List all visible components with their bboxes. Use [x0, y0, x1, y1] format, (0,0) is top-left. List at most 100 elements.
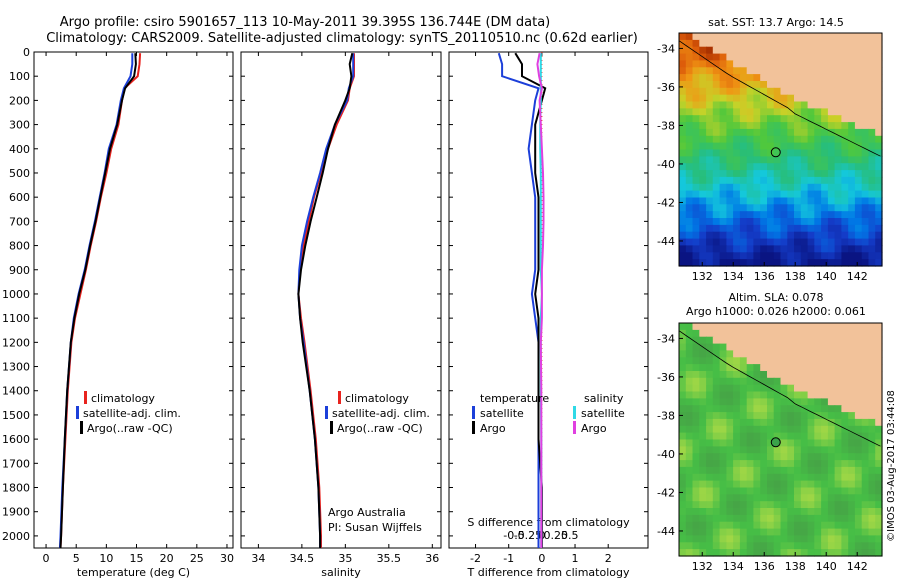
map-cell — [767, 425, 775, 434]
map-cell — [739, 170, 748, 178]
map-cell — [685, 224, 694, 233]
map-cell — [733, 245, 741, 253]
map-cell — [848, 149, 856, 157]
map-cell — [848, 218, 856, 226]
map-cell — [726, 231, 734, 240]
map-cell — [712, 128, 721, 137]
map-cell — [807, 60, 815, 68]
map-cell — [719, 259, 727, 267]
map-cell — [848, 94, 856, 103]
shelf-contour — [678, 40, 881, 157]
map-cell — [692, 122, 700, 130]
map-cell — [780, 535, 788, 543]
map-cell — [692, 238, 700, 247]
map-cell — [760, 371, 768, 379]
map-cell — [868, 81, 876, 89]
map-cell — [699, 81, 707, 89]
map-cell — [699, 197, 707, 205]
map-cell — [814, 108, 822, 116]
map-cell — [821, 453, 829, 461]
map-cell — [685, 501, 694, 509]
map-cell — [685, 259, 694, 267]
map-cell — [787, 163, 795, 171]
map-cell — [834, 460, 842, 468]
map-cell — [719, 53, 727, 62]
map-cell — [821, 108, 829, 116]
credit-line-2: PI: Susan Wijffels — [328, 521, 422, 534]
map-cell — [861, 521, 870, 530]
map-cell — [685, 425, 694, 434]
map-cell — [800, 357, 809, 365]
map-cell — [679, 480, 687, 489]
map-cell — [821, 473, 829, 482]
map-cell — [848, 204, 856, 212]
map-cell — [746, 74, 755, 82]
map-cell — [875, 391, 883, 399]
map-cell — [868, 176, 876, 185]
map-cell — [760, 224, 768, 233]
map-cell — [814, 542, 822, 550]
map-cell — [753, 204, 761, 212]
map-cell — [875, 135, 883, 144]
map-cell — [841, 204, 849, 212]
map-cell — [807, 156, 815, 164]
map-cell — [685, 336, 694, 345]
map-cell — [719, 521, 727, 530]
map-x-tick-label: 132 — [692, 270, 713, 283]
map-cell — [719, 163, 727, 171]
map-cell — [848, 508, 856, 516]
map-cell — [773, 542, 782, 550]
map-cell — [699, 535, 707, 543]
map-cell — [827, 418, 836, 427]
map-cell — [814, 74, 822, 82]
map-cell — [773, 371, 782, 379]
map-cell — [834, 439, 842, 447]
temperature-legend: climatology satellite-adj. clim. Argo(..… — [76, 391, 181, 435]
map-cell — [760, 494, 768, 502]
map-cell — [834, 412, 842, 420]
map-cell — [685, 521, 694, 530]
map-cell — [875, 535, 883, 543]
map-cell — [685, 183, 694, 192]
map-cell — [848, 487, 856, 495]
map-cell — [706, 46, 714, 55]
map-cell — [712, 211, 721, 219]
map-cell — [699, 170, 707, 178]
map-cell — [848, 357, 856, 365]
map-cell — [834, 487, 842, 495]
map-cell — [760, 357, 768, 365]
map-cell — [834, 211, 842, 219]
map-cell — [739, 190, 748, 199]
map-cell — [787, 74, 795, 82]
map-cell — [719, 350, 727, 358]
map-cell — [868, 323, 876, 331]
map-cell — [712, 446, 721, 454]
map-cell — [733, 87, 741, 96]
map-cell — [733, 218, 741, 226]
map-cell — [821, 528, 829, 537]
map-cell — [760, 245, 768, 253]
map-cell — [827, 204, 836, 212]
legend-swatch-satellite — [325, 406, 328, 419]
map-cell — [787, 494, 795, 502]
map-cell — [794, 466, 802, 475]
map-cell — [834, 357, 842, 365]
map-cell — [773, 405, 782, 413]
map-cell — [868, 122, 876, 130]
map-cell — [726, 487, 734, 495]
map-cell — [746, 535, 755, 543]
map-cell — [848, 101, 856, 109]
map-cell — [794, 108, 802, 116]
map-cell — [821, 46, 829, 55]
map-cell — [712, 521, 721, 530]
map-cell — [692, 46, 700, 55]
map-cell — [739, 142, 748, 151]
map-cell — [821, 238, 829, 247]
map-cell — [685, 142, 694, 151]
map-x-tick-label: 136 — [754, 560, 775, 573]
plot-frame — [240, 51, 442, 549]
map-cell — [841, 549, 849, 557]
map-cell — [875, 508, 883, 516]
map-cell — [814, 405, 822, 413]
map-cell — [834, 466, 842, 475]
